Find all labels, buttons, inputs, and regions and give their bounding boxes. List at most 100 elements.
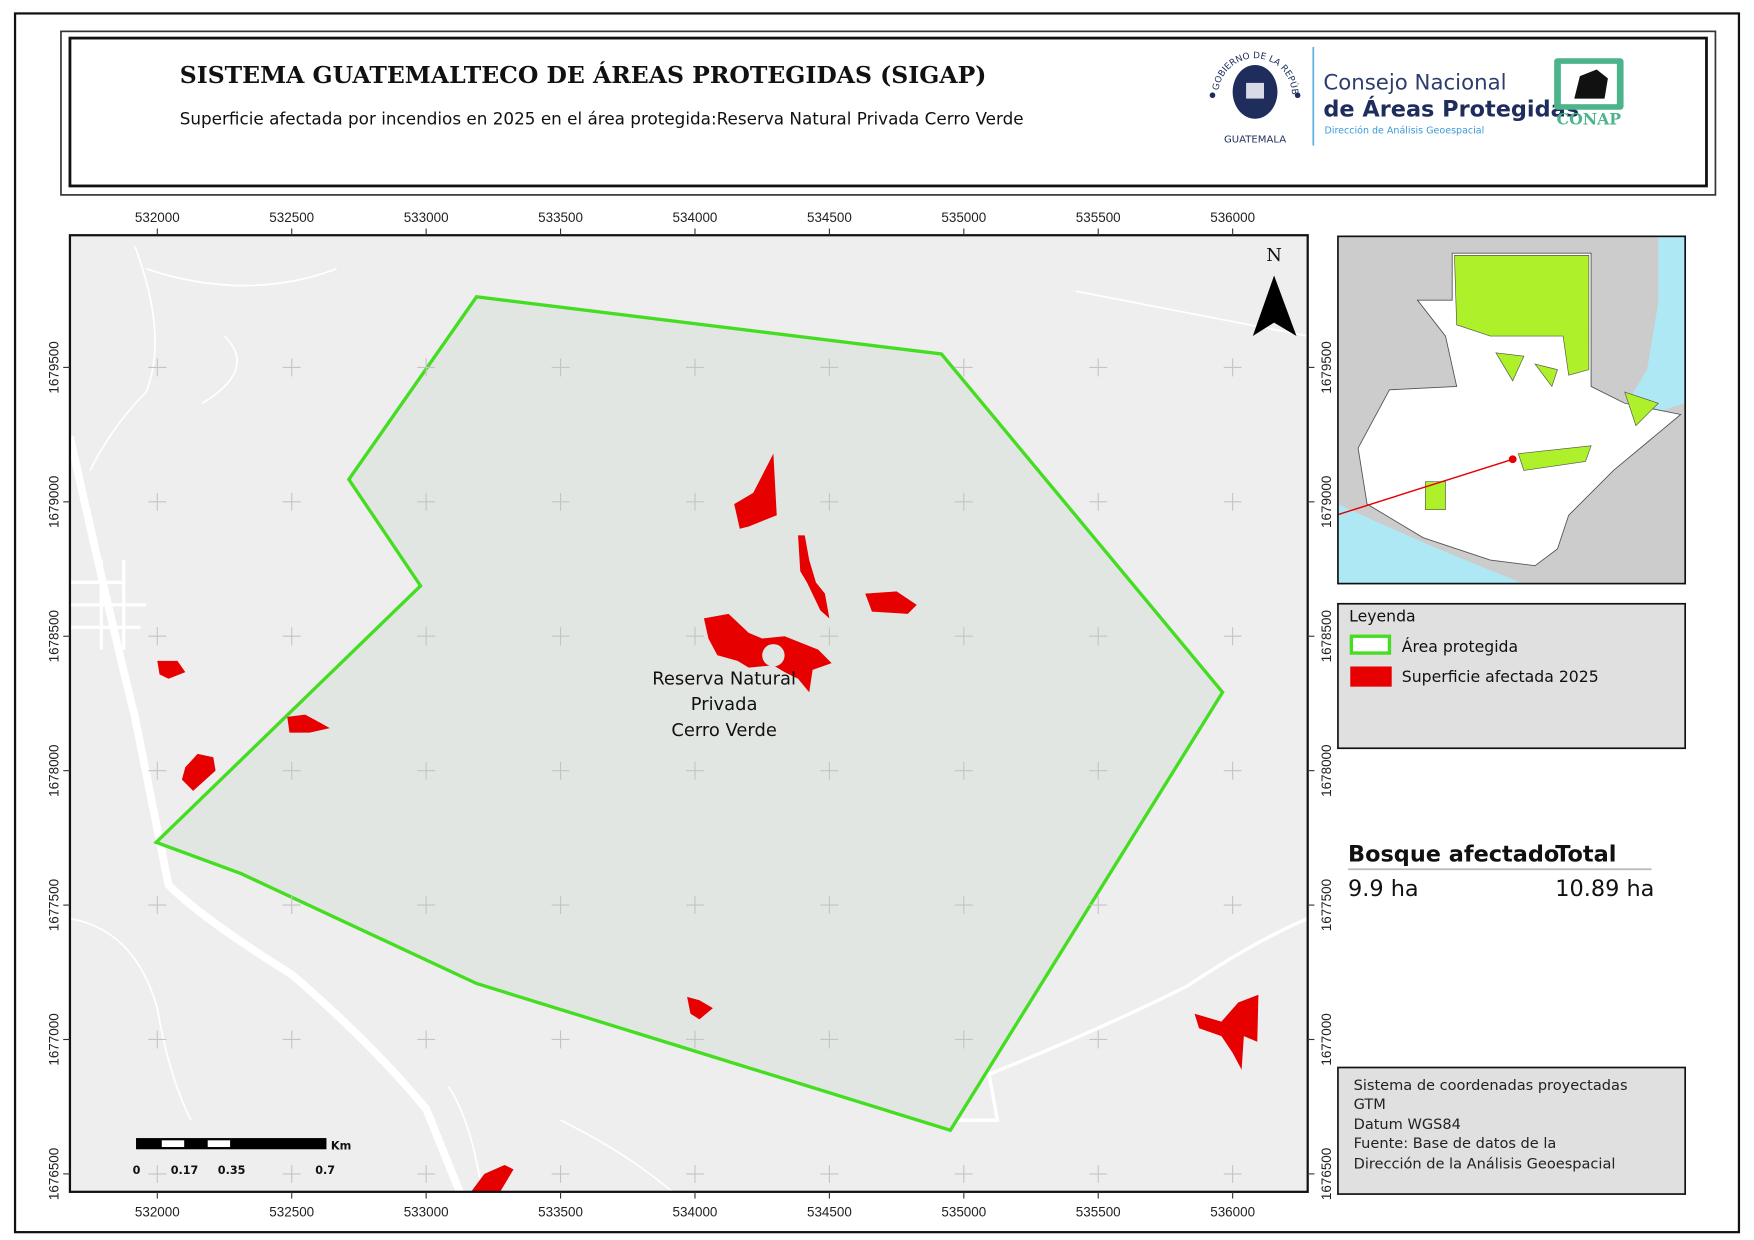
y-tick-label-left: 1676500	[47, 1148, 62, 1200]
stats-value: 9.9 ha	[1348, 876, 1419, 902]
grid-cross	[820, 1164, 839, 1183]
protected-area-polygon[interactable]	[153, 295, 1225, 1133]
grid-cross	[820, 761, 839, 780]
y-tick-label-right: 1679500	[1319, 341, 1334, 393]
scale-label: 0.17	[171, 1164, 199, 1177]
seal-text-bottom: GUATEMALA	[1224, 134, 1286, 145]
grid-cross	[1223, 627, 1242, 646]
main-map[interactable]: Reserva Natural Privada Cerro Verde N 0 …	[47, 210, 1334, 1220]
x-tick-label-bottom: 536000	[1210, 1204, 1255, 1219]
y-tick-label-right: 1677000	[1319, 1013, 1334, 1065]
x-tick-label-top: 533000	[404, 210, 449, 225]
grid-cross	[1223, 358, 1242, 377]
legend: Leyenda Área protegida Superficie afecta…	[1337, 602, 1687, 750]
x-tick-label-bottom: 535000	[941, 1204, 986, 1219]
burned-patch	[157, 660, 186, 679]
grid-cross	[686, 1030, 704, 1049]
burned-patch	[865, 591, 917, 614]
x-tick-label-bottom: 534500	[807, 1204, 852, 1219]
grid-cross	[282, 1030, 301, 1049]
grid-cross	[417, 627, 436, 646]
grid-cross	[148, 492, 167, 511]
scale-unit: Km	[331, 1139, 351, 1152]
grid-cross	[551, 1164, 570, 1183]
org-line2: de Áreas Protegidas	[1323, 94, 1579, 122]
grid-cross	[1223, 896, 1242, 915]
grid-cross	[954, 492, 973, 511]
north-label: N	[1266, 245, 1282, 266]
grid-cross	[282, 896, 301, 915]
area-label-line: Privada	[691, 694, 758, 715]
x-tick-label-bottom: 534000	[673, 1204, 718, 1219]
grid-cross	[551, 358, 570, 377]
grid-cross	[686, 896, 704, 915]
org-line1: Consejo Nacional	[1323, 71, 1506, 96]
grid-cross	[1089, 627, 1108, 646]
grid-cross	[954, 896, 973, 915]
grid-cross	[686, 1164, 704, 1183]
grid-cross	[1223, 761, 1242, 780]
grid-cross	[148, 1164, 167, 1183]
y-tick-label-right: 1678000	[1319, 744, 1334, 796]
grid-cross	[148, 627, 167, 646]
grid-cross	[954, 358, 973, 377]
burned-patch	[798, 535, 830, 619]
stats-table: Bosque afectado Total 9.9 ha 10.89 ha	[1348, 841, 1654, 902]
grid-cross	[820, 896, 839, 915]
scale-label: 0.7	[315, 1164, 335, 1177]
info-line: Dirección de la Análisis Geoespacial	[1354, 1155, 1616, 1172]
grid-cross	[686, 358, 704, 377]
grid-cross	[551, 627, 570, 646]
x-tick-label-top: 534000	[673, 210, 718, 225]
scale-label: 0.35	[218, 1164, 246, 1177]
grid-cross	[148, 1030, 167, 1049]
axis-ticks: 532000 532000 532500 532500 533000 533000 5335…	[47, 210, 1334, 1220]
grid-cross	[954, 1030, 973, 1049]
burned-patch	[734, 453, 777, 529]
grid-cross	[1223, 1164, 1242, 1183]
area-label: Reserva Natural Privada Cerro Verde	[652, 668, 796, 741]
y-tick-label-right: 1676500	[1319, 1148, 1334, 1200]
y-tick-label-left: 1679000	[47, 476, 62, 528]
area-label-line: Reserva Natural	[652, 668, 796, 689]
grid-cross	[954, 627, 973, 646]
x-tick-label-top: 534500	[807, 210, 852, 225]
legend-item: Superficie afectada 2025	[1402, 667, 1599, 686]
conap-logo: CONAP	[1554, 58, 1624, 128]
inset-map	[1337, 235, 1687, 585]
info-line: Datum WGS84	[1354, 1116, 1461, 1133]
conap-label: CONAP	[1557, 109, 1622, 128]
grid-cross	[686, 492, 704, 511]
burned-patch	[470, 1164, 514, 1192]
grid-cross	[1089, 761, 1108, 780]
grid-cross	[686, 761, 704, 780]
grid-cross	[1089, 358, 1108, 377]
y-tick-label-left: 1679500	[47, 341, 62, 393]
x-tick-label-bottom: 532500	[269, 1204, 314, 1219]
grid-cross	[820, 627, 839, 646]
area-label-line: Cerro Verde	[671, 720, 777, 741]
info-line: Fuente: Base de datos de la	[1354, 1135, 1557, 1152]
grid-cross	[417, 492, 436, 511]
burned-patch	[687, 996, 713, 1020]
stats-header: Total	[1555, 841, 1616, 867]
grid-cross	[417, 1164, 436, 1183]
north-arrow-icon	[1252, 275, 1297, 337]
org-line3: Dirección de Análisis Geoespacial	[1324, 125, 1484, 136]
grid-cross	[282, 492, 301, 511]
grid-cross	[1089, 896, 1108, 915]
grid-cross	[148, 761, 167, 780]
page-border	[13, 12, 1741, 1234]
burned-patch	[287, 714, 330, 733]
grid-cross	[1223, 492, 1242, 511]
y-tick-label-left: 1678000	[47, 744, 62, 796]
x-tick-label-top: 535500	[1076, 210, 1121, 225]
stats-header: Bosque afectado	[1348, 841, 1559, 867]
north-arrow: N	[1252, 245, 1297, 337]
grid-cross	[282, 627, 301, 646]
grid-cross	[417, 896, 436, 915]
grid-cross	[820, 358, 839, 377]
grid-cross	[417, 358, 436, 377]
grid-cross	[686, 627, 704, 646]
x-tick-label-top: 533500	[538, 210, 583, 225]
